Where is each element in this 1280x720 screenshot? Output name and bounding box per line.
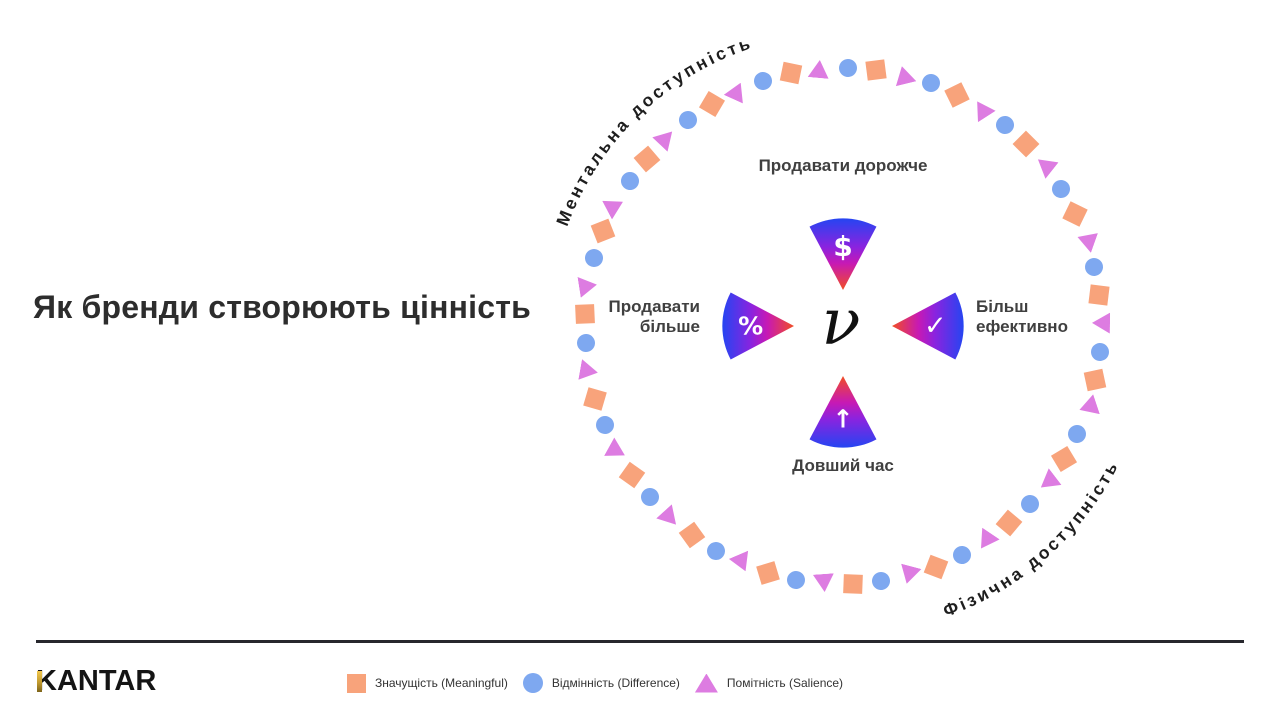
petal-more-effective: ✓: [892, 288, 968, 364]
ring-circle-marker: [992, 112, 1018, 138]
ring-square-marker: [633, 145, 661, 172]
ring-circle-marker: [637, 484, 663, 511]
ring-circle-marker: [949, 542, 974, 568]
ring-triangle-marker: [1074, 227, 1098, 253]
ring-square-marker: [779, 62, 803, 85]
ring-square-marker: [1062, 200, 1088, 227]
legend-label-salience: Помітність (Salience): [726, 676, 844, 690]
ring-circle-marker: [870, 570, 892, 592]
arrow-up-icon: ↑: [832, 404, 854, 434]
mental-availability-arc-label: Ментальна доступність: [552, 32, 752, 228]
ring-triangle-marker: [729, 551, 755, 576]
value-nu-symbol: ν: [821, 286, 861, 360]
ring-circle-marker: [1065, 421, 1090, 446]
ring-circle-marker: [919, 71, 943, 95]
petal-label-more-effective: Більш ефективно: [976, 297, 1068, 336]
svg-text:Ментальна доступність: Ментальна доступність: [552, 32, 755, 228]
difference-circle-icon: [522, 673, 543, 693]
percent-icon: %: [738, 311, 764, 341]
ring-circle-marker: [703, 538, 729, 563]
ring-triangle-marker: [724, 78, 751, 103]
ring-circle-marker: [1017, 491, 1043, 517]
ring-square-marker: [583, 386, 608, 411]
svg-text:Фізична доступність: Фізична доступність: [940, 456, 1123, 620]
ring-square-marker: [619, 461, 646, 489]
page-title: Як бренди створюють цінність: [33, 289, 531, 325]
petal-shape: [722, 292, 794, 360]
meaningful-square-icon: [347, 673, 366, 693]
ring-triangle-marker: [653, 124, 681, 151]
ring-triangle-marker: [656, 504, 684, 531]
ring-triangle-marker: [604, 438, 630, 465]
legend: Значущість (Meaningful) Відмінність (Dif…: [347, 672, 843, 694]
legend-label-difference: Відмінність (Difference): [551, 676, 680, 690]
ring-square-marker: [1051, 445, 1078, 472]
petal-sell-more: %: [718, 288, 794, 364]
check-icon: ✓: [924, 310, 947, 342]
ring-triangle-marker: [891, 64, 916, 86]
ring-triangle-marker: [973, 527, 1000, 554]
ring-circle-marker: [1083, 256, 1105, 278]
ring-triangle-marker: [808, 59, 831, 79]
legend-item-meaningful: Значущість (Meaningful): [347, 673, 508, 693]
ring-circle-marker: [675, 107, 701, 133]
ring-square-marker: [590, 219, 616, 244]
ring-triangle-marker: [896, 564, 921, 587]
petal-label-longer-time: Довший час: [792, 456, 894, 475]
ring-circle-marker: [785, 569, 807, 591]
ring-circle-marker: [593, 413, 617, 438]
ring-square-marker: [698, 90, 725, 117]
ring-square-marker: [923, 554, 949, 579]
petal-shape: [809, 218, 877, 290]
ring-triangle-marker: [1031, 152, 1058, 180]
kantar-logo-text: KANTAR: [36, 665, 157, 697]
ring-square-marker: [944, 81, 970, 108]
salience-triangle-icon: [694, 673, 718, 693]
ring-circle-marker: [838, 58, 857, 78]
petal-shape: [892, 292, 964, 360]
petal-sell-more-expensive: $: [805, 214, 881, 290]
ring-triangle-marker: [578, 359, 599, 383]
legend-item-salience: Помітність (Salience): [694, 673, 844, 693]
legend-item-difference: Відмінність (Difference): [522, 673, 680, 693]
petal-shape: [809, 376, 877, 448]
ring-circle-marker: [752, 69, 775, 92]
ring-circle-marker: [1089, 341, 1110, 362]
ring-square-marker: [1084, 368, 1107, 392]
footer-divider: [36, 640, 1244, 643]
petal-label-sell-more: Продавати більше: [608, 297, 700, 336]
kantar-logo: KANTAR: [36, 666, 156, 696]
ring-square-marker: [995, 510, 1023, 537]
ring-square-marker: [842, 573, 863, 594]
ring-triangle-marker: [1076, 394, 1100, 420]
petal-label-sell-more-expensive: Продавати дорожче: [758, 156, 928, 175]
ring-square-marker: [1012, 130, 1040, 158]
kantar-logo-gold-bar: [37, 671, 42, 692]
ring-circle-marker: [582, 247, 606, 270]
ring-square-marker: [865, 59, 887, 81]
ring-circle-marker: [1048, 176, 1074, 202]
dollar-icon: $: [833, 229, 853, 263]
legend-label-meaningful: Значущість (Meaningful): [375, 676, 508, 690]
ring-triangle-marker: [578, 274, 599, 298]
ring-circle-marker: [616, 168, 643, 194]
ring-triangle-marker: [813, 574, 835, 593]
ring-triangle-marker: [602, 192, 628, 219]
physical-availability-arc-label: Фізична доступність: [940, 456, 1120, 620]
ring-triangle-marker: [968, 95, 995, 121]
ring-square-marker: [756, 561, 781, 585]
ring-square-marker: [679, 522, 706, 549]
ring-triangle-marker: [1035, 469, 1062, 497]
petal-longer-time: ↑: [805, 376, 881, 452]
